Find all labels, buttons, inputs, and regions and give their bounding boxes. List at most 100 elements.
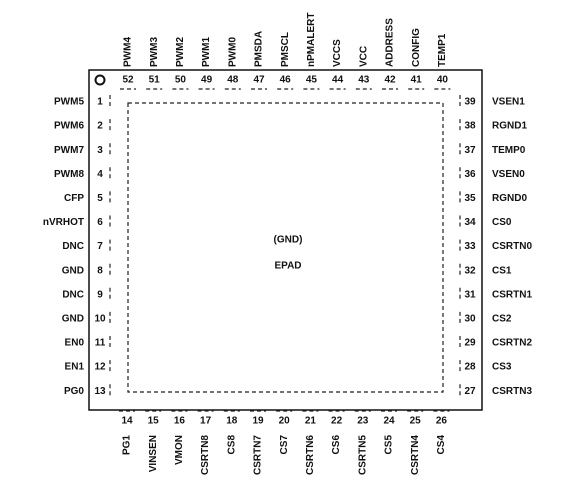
pin-number: 1 xyxy=(97,97,103,108)
pin-number: 7 xyxy=(97,241,103,252)
pin-name: CS4 xyxy=(436,435,447,455)
pin-name: DNC xyxy=(62,241,84,252)
pin-name: TEMP0 xyxy=(492,145,526,156)
epad-label: EPAD xyxy=(274,261,301,272)
pin-name: CSRTN2 xyxy=(492,338,532,349)
pin-number: 32 xyxy=(464,265,476,276)
pin-name: CS6 xyxy=(331,435,342,455)
pin1-marker xyxy=(94,74,106,86)
pin-name: PWM1 xyxy=(201,37,212,67)
pin-number: 14 xyxy=(121,416,133,427)
pin-name: CSRTN3 xyxy=(492,386,532,397)
pin-number: 46 xyxy=(280,75,292,86)
pin-name: PWM0 xyxy=(227,37,238,67)
pin-name: CSRTN7 xyxy=(253,435,264,475)
pin-name: RGND1 xyxy=(492,121,527,132)
pin-name: PG1 xyxy=(122,435,133,455)
pin-name: CSRTN1 xyxy=(492,289,532,300)
pin-name: VMON xyxy=(174,435,185,465)
pin-name: VSEN0 xyxy=(492,169,525,180)
epad-outline xyxy=(127,102,444,393)
pin-name: GND xyxy=(62,265,84,276)
pin-number: 18 xyxy=(226,416,238,427)
pin-name: ADDRESS xyxy=(385,18,396,67)
pin-name: VSEN1 xyxy=(492,97,525,108)
pin-number: 29 xyxy=(464,338,476,349)
pin-number: 47 xyxy=(253,75,265,86)
pin-name: CS5 xyxy=(384,435,395,455)
pin-name: CS7 xyxy=(279,435,290,455)
pin-number: 11 xyxy=(95,338,106,349)
pin-name: EN0 xyxy=(65,338,85,349)
pin-name: CFP xyxy=(64,193,84,204)
pin-name: CSRTN8 xyxy=(200,435,211,475)
pin-name: PWM5 xyxy=(54,97,84,108)
pin-name: CSRTN4 xyxy=(410,435,421,475)
pin-number: 10 xyxy=(94,314,106,325)
pin-name: PMSCL xyxy=(280,32,291,67)
pin-number: 52 xyxy=(122,75,134,86)
pin-number: 50 xyxy=(175,75,187,86)
pin-number: 24 xyxy=(383,416,395,427)
pin-name: GND xyxy=(62,314,84,325)
pin-number: 33 xyxy=(464,241,476,252)
pin-number: 17 xyxy=(200,416,212,427)
pin-name: CSRTN5 xyxy=(357,435,368,475)
epad-label: (GND) xyxy=(274,235,303,246)
pin-number: 2 xyxy=(97,121,103,132)
package-outline xyxy=(88,69,483,411)
pin-number: 6 xyxy=(97,217,103,228)
pin-name: CSRTN6 xyxy=(305,435,316,475)
pin-number: 9 xyxy=(97,289,103,300)
pin-number: 19 xyxy=(252,416,264,427)
pin-name: VCC xyxy=(358,46,369,67)
pin-number: 22 xyxy=(331,416,343,427)
pin-name: PG0 xyxy=(64,386,84,397)
pin-number: 49 xyxy=(201,75,213,86)
pin-number: 51 xyxy=(149,75,161,86)
pin-name: PMSDA xyxy=(254,31,265,67)
pin-number: 13 xyxy=(94,386,106,397)
pin-name: CS2 xyxy=(492,314,512,325)
pin-number: 37 xyxy=(464,145,476,156)
pin-name: EN1 xyxy=(65,362,85,373)
pin-number: 34 xyxy=(464,217,476,228)
pin-name: RGND0 xyxy=(492,193,527,204)
pin-number: 39 xyxy=(464,97,476,108)
pin-name: VINSEN xyxy=(148,435,159,472)
pin-number: 31 xyxy=(464,289,476,300)
pin-number: 8 xyxy=(97,265,103,276)
pin-name: CS0 xyxy=(492,217,512,228)
pin-number: 26 xyxy=(436,416,448,427)
pin-name: CS1 xyxy=(492,265,512,276)
pin-name: PWM6 xyxy=(54,121,84,132)
pin-name: TEMP1 xyxy=(437,33,448,67)
pin-name: CONFIG xyxy=(411,28,422,67)
pin-number: 12 xyxy=(94,362,106,373)
pin-number: 41 xyxy=(411,75,423,86)
pin-number: 48 xyxy=(227,75,239,86)
pin-name: PWM7 xyxy=(54,145,84,156)
pin-name: PWM8 xyxy=(54,169,84,180)
pin-number: 42 xyxy=(384,75,396,86)
pin-number: 20 xyxy=(279,416,291,427)
pin-number: 5 xyxy=(97,193,103,204)
pin-number: 16 xyxy=(174,416,186,427)
pin-number: 3 xyxy=(97,145,103,156)
pin-number: 43 xyxy=(358,75,370,86)
pin-name: nPMALERT xyxy=(306,13,317,67)
pin-name: CSRTN0 xyxy=(492,241,532,252)
pin-name: CS8 xyxy=(226,435,237,455)
pin-number: 15 xyxy=(148,416,160,427)
pin-number: 23 xyxy=(357,416,369,427)
pin-name: CS3 xyxy=(492,362,512,373)
pin-number: 38 xyxy=(464,121,476,132)
pin-number: 44 xyxy=(332,75,344,86)
pin-number: 4 xyxy=(97,169,103,180)
pin-number: 27 xyxy=(464,386,476,397)
pin-name: PWM2 xyxy=(175,37,186,67)
pin-name: nVRHOT xyxy=(43,217,84,228)
pin-number: 35 xyxy=(464,193,476,204)
pin-number: 40 xyxy=(437,75,449,86)
